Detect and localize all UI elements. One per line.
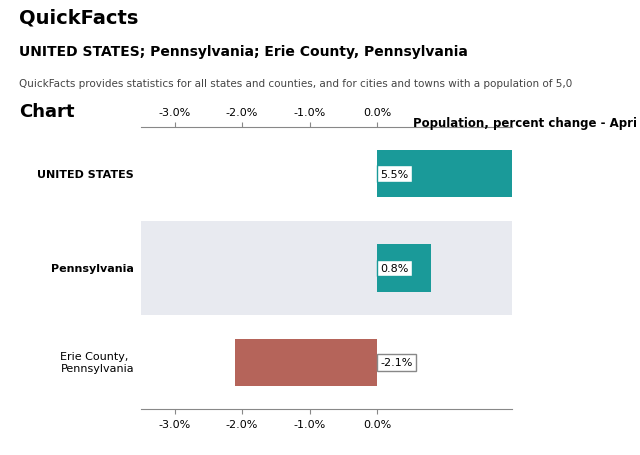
Text: Erie County,
Pennsylvania: Erie County, Pennsylvania	[60, 352, 134, 373]
Bar	[141, 315, 512, 410]
Text: 0.8%: 0.8%	[380, 263, 409, 273]
Text: 5.5%: 5.5%	[380, 169, 409, 179]
Bar	[236, 339, 377, 386]
Text: Chart: Chart	[19, 103, 75, 121]
Bar	[377, 245, 431, 292]
Text: Population, percent change - Apri: Population, percent change - Apri	[413, 116, 637, 130]
Text: Pennsylvania: Pennsylvania	[51, 263, 134, 273]
Text: -2.1%: -2.1%	[380, 358, 413, 368]
Text: QuickFacts: QuickFacts	[19, 9, 139, 28]
Text: QuickFacts provides statistics for all states and counties, and for cities and t: QuickFacts provides statistics for all s…	[19, 79, 572, 89]
Text: UNITED STATES; Pennsylvania; Erie County, Pennsylvania: UNITED STATES; Pennsylvania; Erie County…	[19, 45, 468, 59]
Bar	[141, 222, 512, 315]
Bar	[141, 127, 512, 222]
Bar	[377, 151, 640, 198]
Text: UNITED STATES: UNITED STATES	[37, 169, 134, 179]
